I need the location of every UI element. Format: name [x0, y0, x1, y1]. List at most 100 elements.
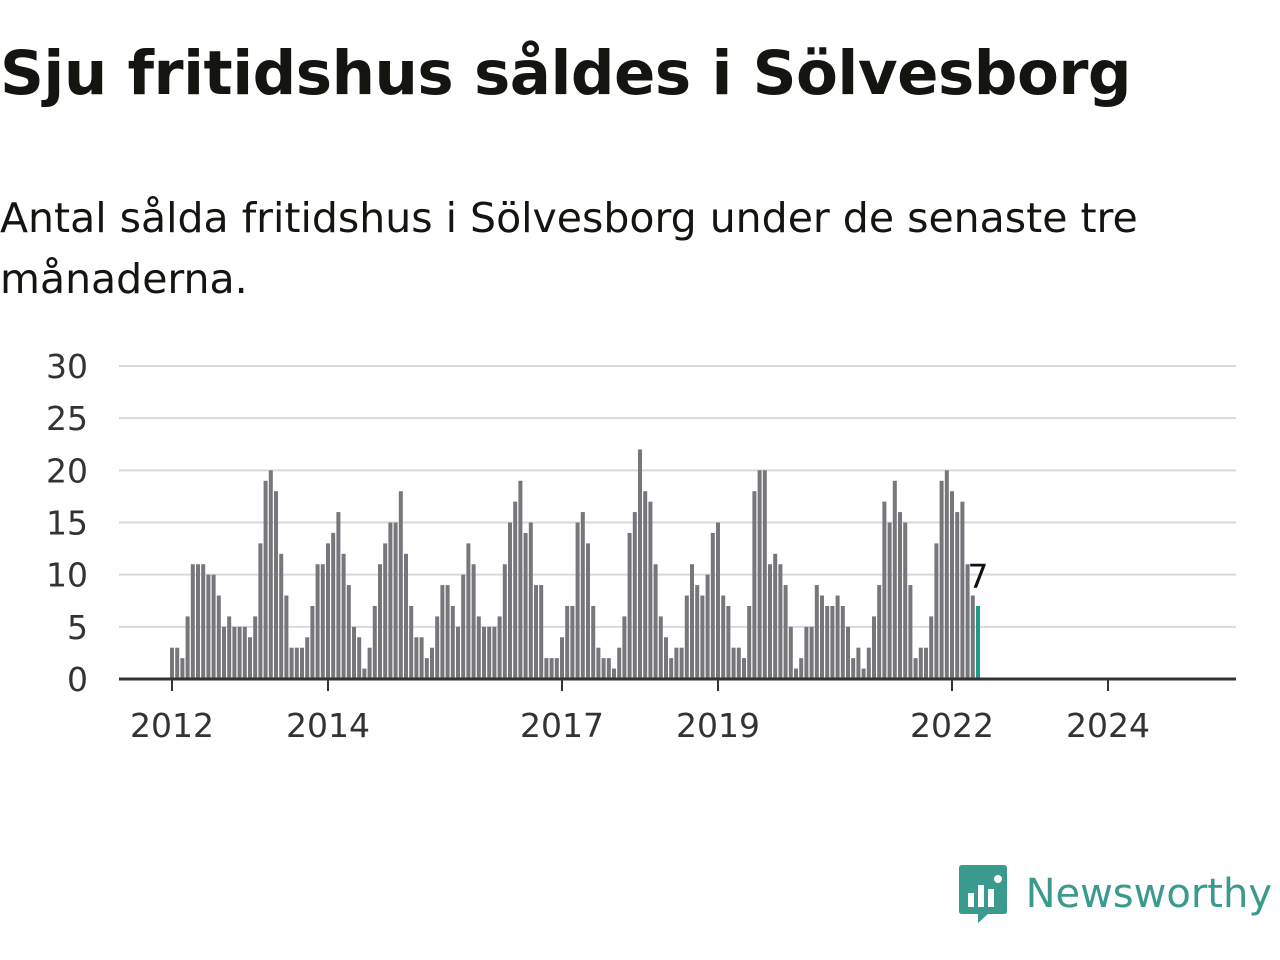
bar — [196, 564, 200, 679]
bar — [394, 523, 398, 680]
bar — [617, 648, 621, 679]
bar — [654, 564, 658, 679]
bar — [908, 585, 912, 679]
bar — [248, 637, 252, 679]
bar — [820, 596, 824, 679]
bar — [815, 585, 819, 679]
bar — [836, 596, 840, 679]
bar — [326, 543, 330, 679]
bar — [830, 606, 834, 679]
bar — [347, 585, 351, 679]
bar — [742, 658, 746, 679]
bar — [316, 564, 320, 679]
bar — [674, 648, 678, 679]
bar — [284, 596, 288, 679]
bar — [934, 543, 938, 679]
bar — [206, 575, 210, 679]
bar — [492, 627, 496, 679]
bar — [903, 523, 907, 680]
bar — [342, 554, 346, 679]
bar — [258, 543, 262, 679]
bar — [222, 627, 226, 679]
bar — [212, 575, 216, 679]
y-tick-label: 0 — [67, 660, 88, 699]
bar — [685, 596, 689, 679]
y-tick-label: 20 — [46, 451, 88, 490]
bar — [747, 606, 751, 679]
bar — [789, 627, 793, 679]
bar — [170, 648, 174, 679]
bar — [310, 606, 314, 679]
chart-title: Sju fritidshus såldes i Sölvesborg — [0, 38, 1131, 109]
x-axis: 2012 2014 2017 2019 2022 2024 — [130, 679, 1150, 745]
y-tick-label: 15 — [46, 504, 88, 543]
y-tick-label: 25 — [46, 399, 88, 438]
bar — [810, 627, 814, 679]
bar — [378, 564, 382, 679]
bar — [498, 616, 502, 679]
bar — [602, 658, 606, 679]
bar — [425, 658, 429, 679]
bar-chart: 0 5 10 15 20 25 30 2012 2014 2017 2019 2022 2024 7 — [0, 340, 1280, 760]
bar — [300, 648, 304, 679]
bar — [305, 637, 309, 679]
bar — [295, 648, 299, 679]
bar — [352, 627, 356, 679]
x-tick-label: 2012 — [130, 706, 214, 745]
bar — [503, 564, 507, 679]
bar — [529, 523, 533, 680]
bar — [550, 658, 554, 679]
bar — [368, 648, 372, 679]
bar — [560, 637, 564, 679]
bar — [456, 627, 460, 679]
bar — [680, 648, 684, 679]
bar — [404, 554, 408, 679]
bar — [737, 648, 741, 679]
bar — [950, 491, 954, 679]
bar — [373, 606, 377, 679]
bar — [716, 523, 720, 680]
bars — [170, 449, 980, 679]
bar — [867, 648, 871, 679]
bar — [919, 648, 923, 679]
bar — [695, 585, 699, 679]
y-tick-label: 10 — [46, 556, 88, 595]
bar — [664, 637, 668, 679]
bar — [914, 658, 918, 679]
y-tick-label: 5 — [67, 608, 88, 647]
bar — [191, 564, 195, 679]
bar — [877, 585, 881, 679]
bar — [534, 585, 538, 679]
bar — [659, 616, 663, 679]
bar — [217, 596, 221, 679]
bar — [638, 449, 642, 679]
bar — [924, 648, 928, 679]
bar — [238, 627, 242, 679]
bar — [466, 543, 470, 679]
bar — [773, 554, 777, 679]
x-tick-label: 2017 — [520, 706, 604, 745]
bar — [508, 523, 512, 680]
bar — [596, 648, 600, 679]
bar — [872, 616, 876, 679]
bar — [487, 627, 491, 679]
bar — [862, 669, 866, 679]
newsworthy-logo-icon — [958, 863, 1008, 925]
bar — [591, 606, 595, 679]
bar — [409, 606, 413, 679]
bar — [274, 491, 278, 679]
bar — [799, 658, 803, 679]
last-value-label: 7 — [968, 557, 989, 596]
bar — [669, 658, 673, 679]
bar — [955, 512, 959, 679]
bar — [752, 491, 756, 679]
bar — [524, 533, 528, 679]
bar — [357, 637, 361, 679]
bar — [612, 669, 616, 679]
bar — [383, 543, 387, 679]
bar — [758, 470, 762, 679]
bar — [331, 533, 335, 679]
bar — [227, 616, 231, 679]
bar — [721, 596, 725, 679]
bar — [279, 554, 283, 679]
